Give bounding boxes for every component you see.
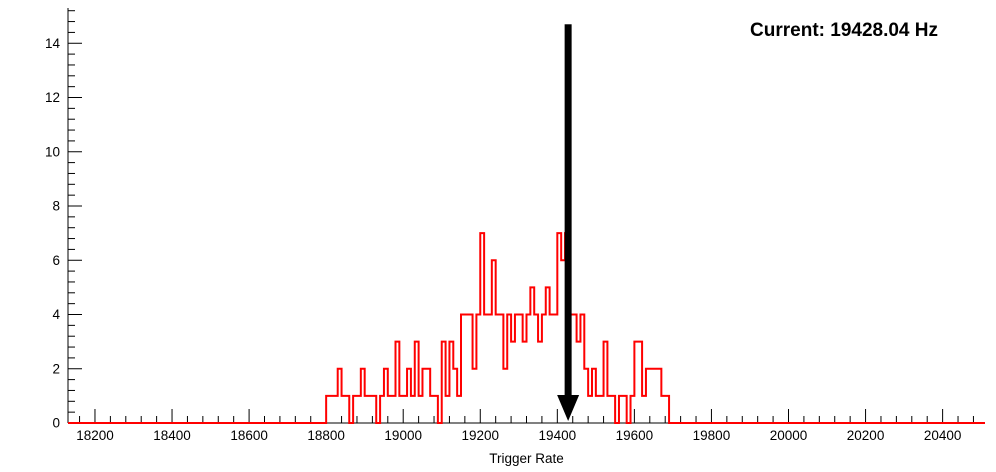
x-tick-label: 18200: [76, 428, 114, 443]
x-tick-label: 18600: [230, 428, 268, 443]
current-rate-arrow-head: [557, 395, 580, 421]
x-tick-label: 19600: [616, 428, 654, 443]
y-tick-label: 0: [52, 416, 60, 431]
x-tick-label: 18400: [153, 428, 191, 443]
x-tick-label: 20000: [770, 428, 808, 443]
x-tick-label: 19800: [693, 428, 731, 443]
current-rate-label: Current: 19428.04 Hz: [750, 20, 938, 41]
histogram-step-line: [68, 232, 985, 424]
y-tick-label: 10: [45, 144, 60, 159]
x-tick-label: 20400: [924, 428, 962, 443]
y-tick-label: 12: [45, 90, 60, 105]
x-axis-title: Trigger Rate: [489, 451, 564, 466]
y-tick-label: 8: [52, 199, 60, 214]
y-tick-label: 6: [52, 253, 60, 268]
y-tick-label: 14: [45, 36, 61, 51]
x-tick-label: 19200: [461, 428, 499, 443]
y-tick-label: 4: [52, 307, 60, 322]
x-tick-label: 20200: [847, 428, 885, 443]
x-tick-label: 18800: [307, 428, 345, 443]
y-tick-label: 2: [52, 361, 60, 376]
current-rate-arrow-shaft: [564, 24, 572, 396]
x-tick-label: 19000: [384, 428, 422, 443]
x-tick-label: 19400: [539, 428, 577, 443]
